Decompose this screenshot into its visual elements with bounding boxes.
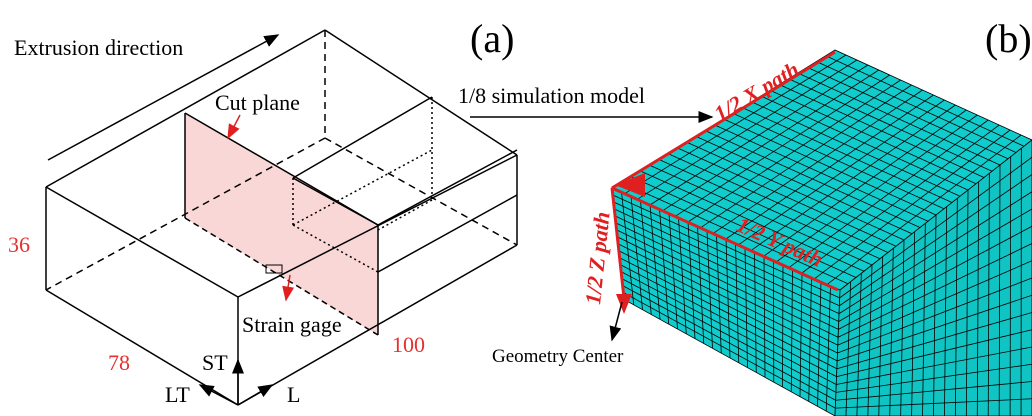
dimension: 100: [392, 332, 425, 357]
label: Strain gage: [242, 312, 342, 337]
axis-label: ST: [202, 350, 228, 375]
dimension: 78: [108, 350, 130, 375]
figure: (a) (b) Extrusion direction Cut plane 1/…: [0, 0, 1032, 416]
label: 1/8 simulation model: [458, 83, 645, 108]
center-arrow: [612, 302, 622, 340]
label: Extrusion direction: [14, 35, 183, 60]
label: Cut plane: [215, 90, 300, 115]
axis-label: L: [287, 382, 300, 407]
path-label: 1/2 Z path: [580, 211, 615, 306]
label: Geometry Center: [492, 346, 624, 367]
mesh-block: [612, 50, 1032, 416]
panel-label: (b): [985, 16, 1032, 61]
dimension: 36: [8, 232, 30, 257]
panel-label: (a): [470, 16, 514, 61]
axis-label: LT: [165, 382, 190, 407]
